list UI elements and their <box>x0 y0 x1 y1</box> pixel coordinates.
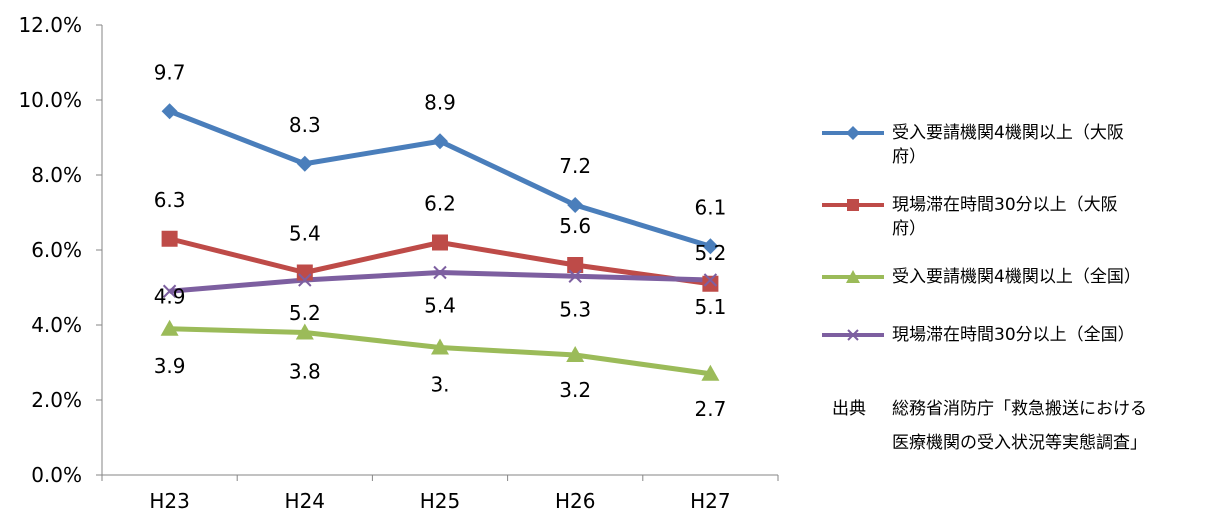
y-tick-label: 2.0% <box>31 388 82 412</box>
square-marker <box>432 234 448 251</box>
legend-item-osaka-time: 現場滞在時間30分以上（大阪 府） <box>820 193 1200 265</box>
source-label: 出典 <box>832 399 866 419</box>
data-label: 5.2 <box>289 301 321 325</box>
square-marker <box>296 264 313 281</box>
x-marker <box>568 269 582 283</box>
triangle-marker <box>295 323 314 340</box>
data-label: 3.8 <box>289 360 321 384</box>
data-label: 6.1 <box>694 195 726 219</box>
x-marker <box>298 273 312 287</box>
data-label: 5.1 <box>694 295 726 319</box>
axes: 0.0% 2.0% 4.0% 6.0% 8.0% 10.0% 12.0% H23 H24 H25 H… <box>18 13 779 513</box>
x-marker <box>162 284 177 298</box>
x-tick-label: H25 <box>420 489 461 513</box>
y-tick-label: 10.0% <box>18 88 82 112</box>
y-tick-label: 12.0% <box>18 13 82 37</box>
legend-item-osaka-requests: 受入要請機関4機関以上（大阪 府） <box>820 121 1200 193</box>
legend-swatch-x <box>822 329 884 341</box>
data-label: 6.2 <box>424 192 456 216</box>
legend-label: 受入要請機関4機関以上（全国） <box>892 267 1141 287</box>
legend-swatch-diamond <box>822 126 884 140</box>
legend-label: 現場滞在時間30分以上（大阪 府） <box>892 195 1118 239</box>
data-label: 8.9 <box>424 90 456 114</box>
series-line <box>169 270 711 294</box>
data-label: 5.3 <box>559 297 591 321</box>
square-marker <box>161 230 178 247</box>
legend-item-national-requests: 受入要請機関4機関以上（全国） <box>820 265 1200 323</box>
y-tick-label: 8.0% <box>31 163 82 187</box>
data-label: 3.9 <box>154 354 186 378</box>
triangle-marker <box>160 319 179 336</box>
y-tick-label: 4.0% <box>31 313 82 337</box>
diamond-marker <box>161 103 178 120</box>
x-tick-label: H24 <box>285 489 326 513</box>
legend-swatch-triangle <box>822 270 884 283</box>
series-line <box>168 108 712 249</box>
data-label: 7.2 <box>559 154 591 178</box>
data-label: 3. <box>430 373 449 397</box>
legend-label: 現場滞在時間30分以上（全国） <box>892 325 1135 345</box>
data-label: 6.3 <box>154 188 186 212</box>
series-markers <box>160 103 720 381</box>
source-note: 出典 総務省消防庁「救急搬送における 医療機関の受入状況等実態調査」 <box>832 392 1147 460</box>
y-tick-label: 0.0% <box>31 463 82 487</box>
x-tick-label: H26 <box>555 489 596 513</box>
data-label: 2.7 <box>694 397 726 421</box>
data-label: 5.4 <box>289 222 321 246</box>
data-label: 5.2 <box>694 241 726 265</box>
legend-item-national-time: 現場滞在時間30分以上（全国） <box>820 323 1200 395</box>
data-label: 5.6 <box>559 214 591 238</box>
diamond-marker <box>296 155 313 172</box>
x-marker <box>703 273 718 287</box>
square-marker <box>702 275 719 292</box>
x-marker <box>433 265 447 280</box>
data-label: 3.2 <box>559 378 591 402</box>
data-labels: 9.7 8.3 8.9 7.2 6.1 6.3 5.4 6.2 5.6 5.1 3.9 3.8 3. 3.… <box>154 60 727 421</box>
y-tick-label: 6.0% <box>31 238 82 262</box>
triangle-marker <box>566 346 585 362</box>
source-line2: 医療機関の受入状況等実態調査」 <box>892 433 1147 453</box>
legend: 受入要請機関4機関以上（大阪 府） 現場滞在時間30分以上（大阪 府） 受入要請機関… <box>820 121 1200 395</box>
data-label: 8.3 <box>289 113 321 137</box>
line-chart: 0.0% 2.0% 4.0% 6.0% 8.0% 10.0% 12.0% H23 H24 H25 H… <box>18 13 779 513</box>
source-line1: 総務省消防庁「救急搬送における <box>892 399 1147 419</box>
x-tick-label: H27 <box>690 489 731 513</box>
square-marker <box>567 257 584 273</box>
legend-swatch-square <box>822 199 884 211</box>
x-tick-label: H23 <box>149 489 190 513</box>
data-label: 4.9 <box>154 284 186 308</box>
triangle-marker <box>431 338 449 355</box>
legend-label: 受入要請機関4機関以上（大阪 府） <box>892 123 1124 167</box>
diamond-marker <box>432 133 448 150</box>
data-label: 5.4 <box>424 294 456 318</box>
triangle-marker <box>701 364 720 381</box>
diamond-marker <box>567 197 584 213</box>
data-label: 9.7 <box>154 60 186 84</box>
diamond-marker <box>702 238 719 255</box>
